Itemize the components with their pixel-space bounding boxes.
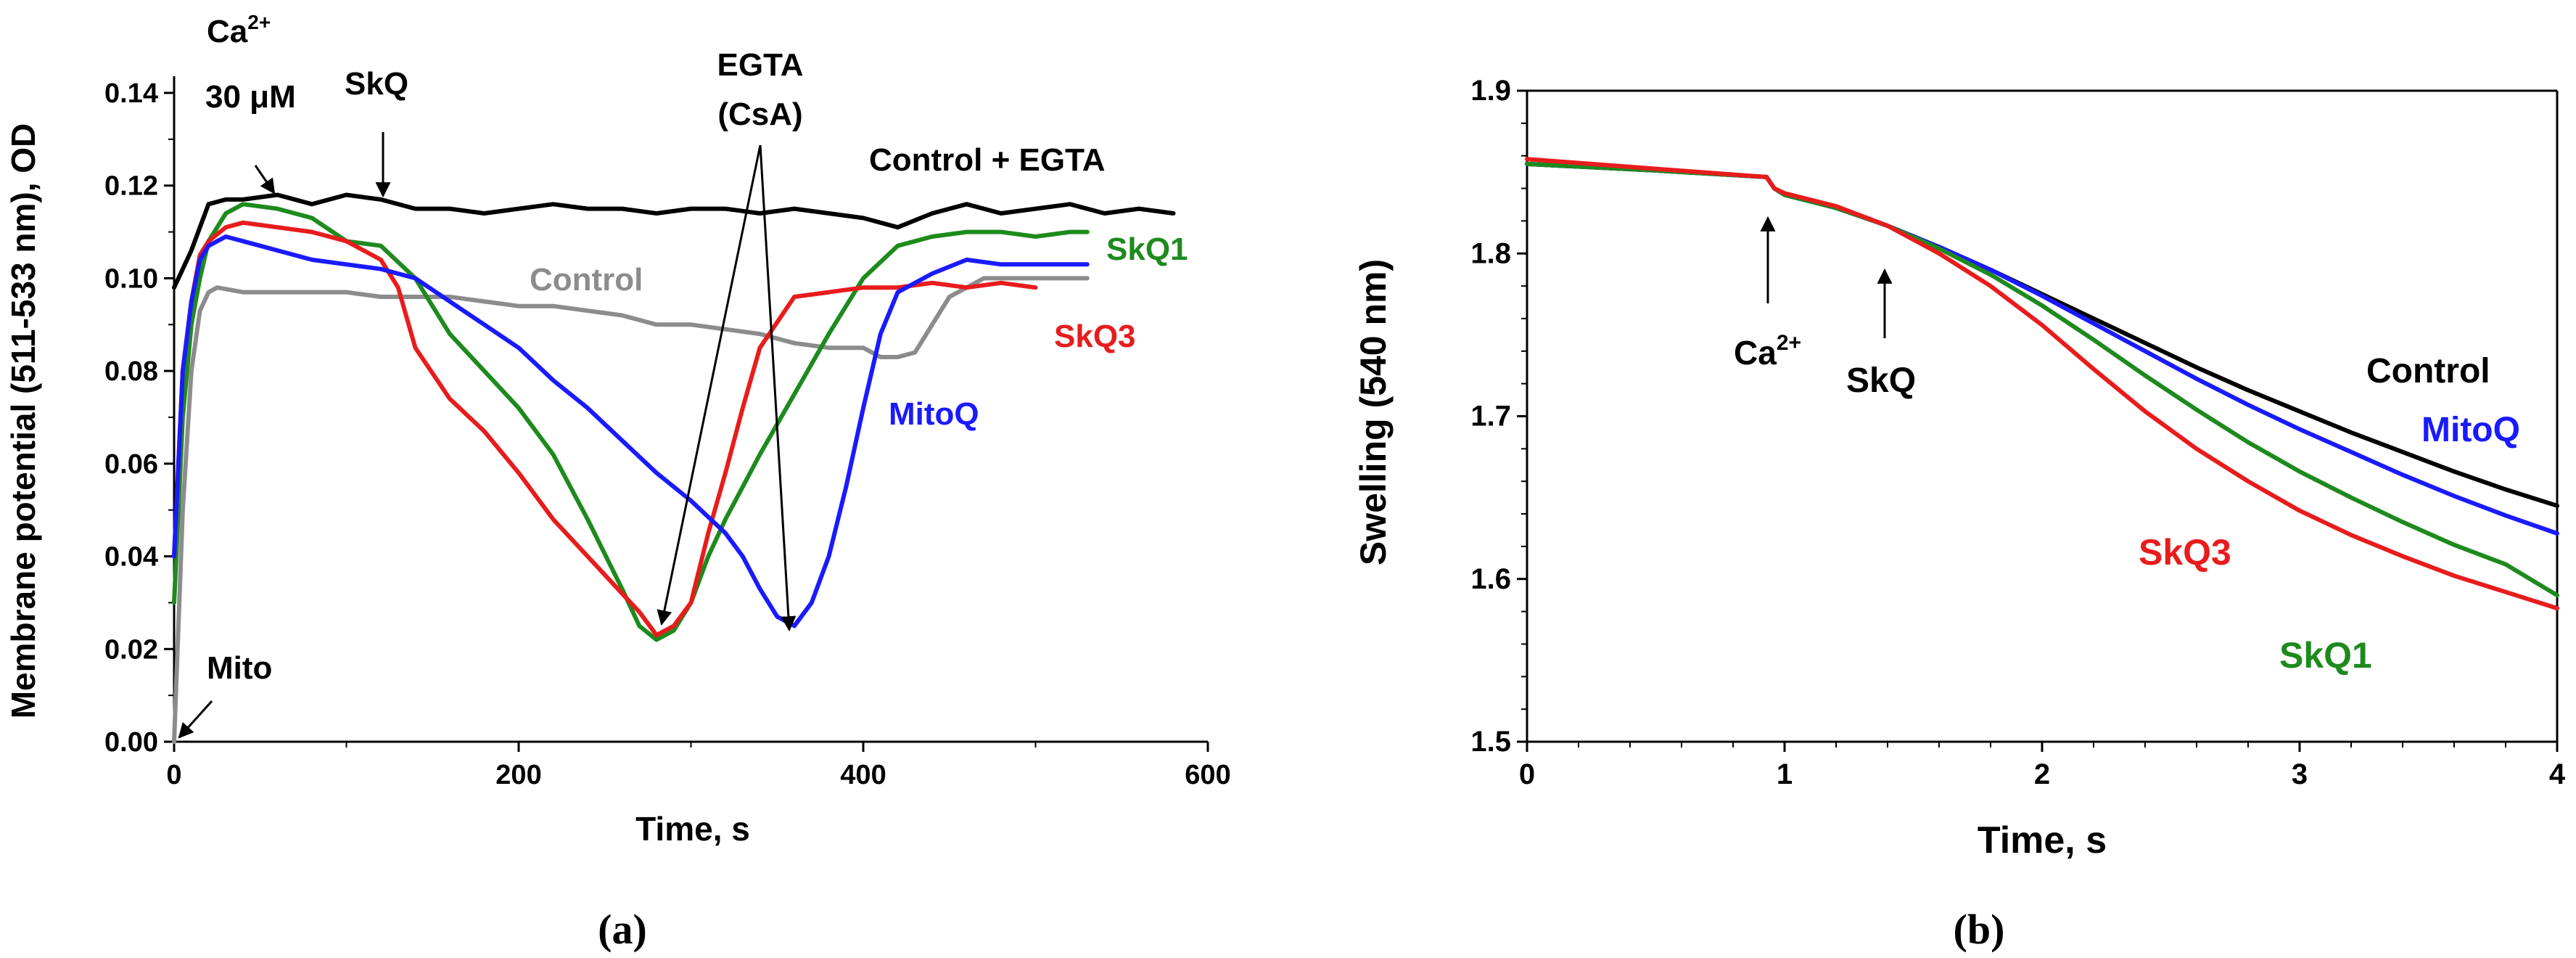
panel-a-y-tick-label: 0.00 [104,727,158,758]
panel-a-ticks: 0 200 400 600 0.00 0.02 0.04 0.06 0.08 0.10 0.12 0.… [104,78,1231,790]
panel-a-y-tick-label: 0.04 [104,542,158,573]
panel-a-annotation-mito: Mito [207,650,272,686]
panel-b-label: (b) [1954,906,2005,953]
panel-b-annotation-skq: SkQ [1846,361,1916,400]
panel-b-label-skq1: SkQ1 [2279,635,2372,676]
panel-a-y-tick-label: 0.02 [104,634,158,665]
panel-a-x-axis-label: Time, s [635,810,750,848]
panel-b-x-tick-label: 1 [1777,758,1793,790]
panel-a-series-skq3 [172,220,1038,638]
panel-b-series-control [1525,161,2559,508]
panel-a-annotation-egta: EGTA [717,47,804,83]
panel-b-label-mitoq: MitoQ [2421,411,2520,449]
panel-b-ticks: 0 1 2 3 4 1.5 1.6 1.7 1.8 1.9 [1470,75,2565,790]
panel-b-y-axis-label: Swelling (540 nm) [1353,259,1394,565]
panel-b-y-tick-label: 1.8 [1470,237,1511,269]
panel-a-label-skq3: SkQ3 [1054,319,1136,354]
panel-b-x-tick-label: 2 [2034,758,2050,790]
panel-a-y-tick-label: 0.08 [104,356,158,387]
panel-b-y-tick-label: 1.6 [1470,563,1511,595]
panel-a-x-tick-label: 400 [840,760,886,790]
panel-b-annotation-ca-text: Ca [1734,334,1777,372]
panel-a-annotation-ca-arrow [254,165,276,195]
panel-a-series-group [172,192,1176,744]
panel-b-x-tick-label: 4 [2549,758,2566,790]
panel-a-annotation-egta-arrow-2 [759,144,797,632]
panel-a-label-mitoq: MitoQ [889,396,979,432]
panel-b-label-control: Control [2366,352,2490,390]
panel-a-y-tick-label: 0.10 [104,263,158,294]
panel-a-label-skq1: SkQ1 [1106,232,1188,267]
panel-b-annotation-ca: Ca2+ [1734,331,1801,372]
panel-b-x-tick-label: 3 [2292,758,2308,790]
panel-a-label: (a) [598,906,647,953]
panel-a-annotation-skq: SkQ [345,66,408,102]
panel-a-annotation-ca-concentration: 30 μM [205,79,296,115]
panel-b-x-tick-label: 0 [1519,758,1535,790]
panel-a-y-tick-label: 0.12 [104,171,158,202]
panel-a-annotation-ca-text: Ca [207,14,248,49]
panel-a-x-tick-label: 0 [166,760,181,790]
panel-a-annotation-ca: Ca2+ [207,11,271,49]
panel-a-series-skq1 [172,202,1090,642]
panel-a-y-axis-label: Membrane potential (511-533 nm), OD [4,123,42,719]
panel-b-series-group [1525,157,2559,611]
panel-a-annotation-mito-arrow [178,700,213,739]
panel-a-annotation-egta-arrow-1 [657,144,762,626]
panel-a-annotation-csa: (CsA) [717,97,802,132]
panel-a-label-control-egta: Control + EGTA [869,142,1106,178]
panel-b-series-mitoq [1525,161,2559,536]
panel-a-series-control [172,276,1090,744]
panel-a-x-tick-label: 600 [1185,760,1230,790]
panel-b-series-skq3 [1525,157,2559,611]
panel-b-y-tick-label: 1.5 [1470,726,1511,758]
panel-b-annotation-ca-sup: 2+ [1777,331,1801,355]
panel-a-y-tick-label: 0.06 [104,449,158,480]
panel-a-label-control: Control [530,262,643,298]
panel-a-y-tick-label: 0.14 [104,78,158,109]
panel-b-label-skq3: SkQ3 [2139,532,2231,573]
panel-a-annotation-ca-sup: 2+ [247,11,271,33]
panel-b-y-tick-label: 1.9 [1470,75,1511,107]
panel-a-chart: 0 200 400 600 0.00 0.02 0.04 0.06 0.08 0.10 0.12 0.… [4,11,1231,848]
panel-b-chart: 0 1 2 3 4 1.5 1.6 1.7 1.8 1.9 Swelling (540 nm) T… [1353,75,2566,861]
panel-a-series-mitoq [172,234,1090,629]
panel-b-x-axis-label: Time, s [1978,819,2107,861]
panel-b-y-tick-label: 1.7 [1470,401,1511,433]
panel-a-series-control-egta [172,192,1176,290]
panel-a-x-tick-label: 200 [495,760,541,790]
